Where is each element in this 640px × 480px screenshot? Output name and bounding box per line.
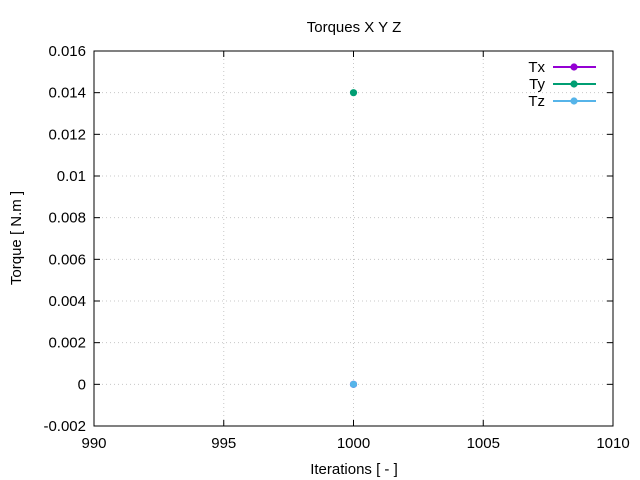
legend-label-tx: Tx <box>528 59 545 76</box>
data-marks <box>349 89 358 388</box>
legend-marker-ty <box>570 80 578 88</box>
y-tick-label: 0.006 <box>48 251 86 268</box>
x-axis-title: Iterations [ - ] <box>310 461 398 478</box>
legend-label-ty: Ty <box>529 76 545 93</box>
y-axis-title: Torque [ N.m ] <box>8 191 25 285</box>
point-tz <box>349 380 358 388</box>
legend-label-tz: Tz <box>528 93 545 110</box>
y-axis: -0.002 0 0.002 0.004 0.006 0.008 0.01 0.012 0.01… <box>43 43 613 435</box>
x-tick-label: 1000 <box>337 435 370 452</box>
point-ty <box>349 89 358 97</box>
y-tick-label: -0.002 <box>43 418 86 435</box>
y-tick-label: 0.012 <box>48 126 86 143</box>
x-tick-label: 1005 <box>467 435 500 452</box>
x-tick-label: 990 <box>81 435 106 452</box>
y-tick-label: 0.014 <box>48 85 86 102</box>
y-tick-label: 0.01 <box>57 168 86 185</box>
y-tick-label: 0.008 <box>48 210 86 227</box>
y-tick-label: 0 <box>78 376 86 393</box>
legend-marker-tx <box>570 63 578 71</box>
x-tick-label: 1010 <box>596 435 629 452</box>
x-axis: 990 995 1000 1005 1010 <box>81 51 630 452</box>
y-tick-label: 0.016 <box>48 43 86 60</box>
x-tick-label: 995 <box>211 435 236 452</box>
y-tick-label: 0.002 <box>48 335 86 352</box>
legend-marker-tz <box>570 97 578 105</box>
y-tick-label: 0.004 <box>48 293 86 310</box>
grid-lines <box>94 51 613 426</box>
chart-title: Torques X Y Z <box>307 19 402 36</box>
